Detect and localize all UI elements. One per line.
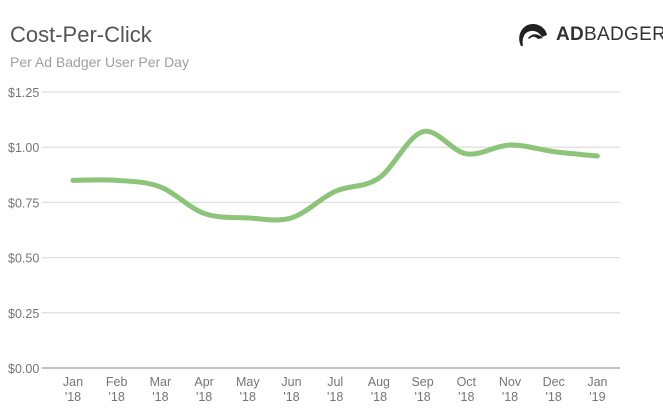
x-tick-label: Feb xyxy=(106,375,128,389)
y-tick-label: $0.25 xyxy=(8,307,39,321)
y-tick-label: $0.00 xyxy=(8,362,39,376)
x-tick-year: '18 xyxy=(196,390,212,404)
x-tick-year: '18 xyxy=(546,390,562,404)
x-tick-label: Jan xyxy=(63,375,83,389)
y-tick-label: $0.50 xyxy=(8,252,39,266)
logo-text: ADBADGER xyxy=(556,24,663,45)
x-tick-year: '18 xyxy=(327,390,343,404)
chart-subtitle: Per Ad Badger User Per Day xyxy=(10,54,189,70)
x-tick-label: May xyxy=(236,375,260,389)
x-tick-year: '18 xyxy=(458,390,474,404)
x-tick-year: '18 xyxy=(152,390,168,404)
adbadger-logo: ADBADGER xyxy=(516,20,663,50)
x-tick-label: Sep xyxy=(411,375,433,389)
y-tick-label: $1.25 xyxy=(8,86,39,100)
series-line-cost-per-click xyxy=(70,128,600,223)
x-tick-label: Nov xyxy=(499,375,522,389)
x-tick-label: Jun xyxy=(281,375,301,389)
x-tick-label: Apr xyxy=(194,375,213,389)
y-tick-label: $1.00 xyxy=(8,141,39,155)
x-tick-year: '18 xyxy=(414,390,430,404)
x-tick-label: Dec xyxy=(543,375,565,389)
y-tick-label: $0.75 xyxy=(8,196,39,210)
x-tick-year: '18 xyxy=(240,390,256,404)
x-tick-year: '18 xyxy=(283,390,299,404)
x-tick-year: '18 xyxy=(502,390,518,404)
x-tick-year: '18 xyxy=(65,390,81,404)
x-tick-label: Aug xyxy=(368,375,390,389)
chart-title: Cost-Per-Click xyxy=(10,22,152,47)
x-tick-label: Jan xyxy=(587,375,607,389)
x-tick-year: '18 xyxy=(371,390,387,404)
x-tick-label: Jul xyxy=(327,375,343,389)
x-tick-label: Oct xyxy=(457,375,477,389)
x-tick-year: '18 xyxy=(109,390,125,404)
badger-icon xyxy=(519,24,547,46)
x-tick-label: Mar xyxy=(150,375,172,389)
x-tick-year: '19 xyxy=(589,390,605,404)
